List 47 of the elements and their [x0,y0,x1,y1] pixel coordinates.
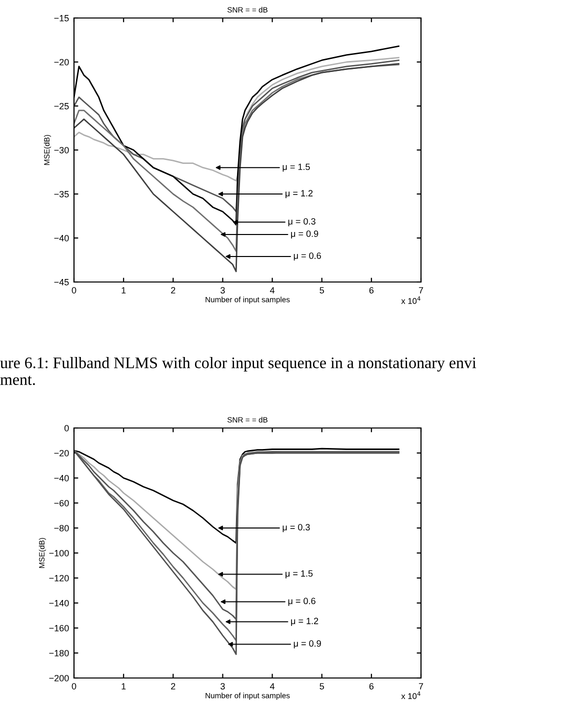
annotation: μ = 0.6 [288,598,316,606]
y-tick-label: −45 [54,279,69,286]
x-tick-label: 2 [171,287,176,294]
x-tick-label: 4 [270,287,275,294]
x-tick-label: 5 [320,683,324,690]
x-tick-label: 6 [369,287,374,294]
y-tick-label: −160 [49,624,69,632]
x-tick-label: 3 [220,287,225,294]
annotation: μ = 0.6 [294,252,321,261]
x-tick-label: 1 [122,683,126,690]
y-tick-label: −15 [54,15,69,22]
x-tick-label: 6 [369,683,374,690]
y-tick-label: −30 [54,146,69,154]
annotation: μ = 1.5 [282,164,310,172]
y-tick-label: −35 [54,190,69,198]
y-tick-label: −25 [54,102,69,110]
y-tick-label: −20 [54,450,69,456]
y-tick-label: −180 [49,650,69,656]
y-tick-label: −140 [49,600,69,606]
x-tick-label: 3 [220,683,225,690]
y-tick-label: −100 [49,550,69,556]
x-tick-label: 2 [171,683,176,690]
text: x 10$^{4}$ [401,692,420,700]
text: ure 6.1: Fullband NLMS with color input sequence in a nonstationary envi ment. [0,357,476,386]
y-tick-label: −120 [49,574,69,582]
x-tick-label: 7 [418,683,424,690]
y-tick-label: −20 [54,58,69,66]
y-tick-label: −200 [49,674,69,682]
annotation: μ = 1.5 [286,570,313,578]
annotation: μ = 0.9 [294,640,321,648]
x-tick-label: 0 [72,683,76,690]
y-tick-label: −40 [54,234,69,242]
x-tick-label: 5 [320,287,324,294]
y-tick-label: 0 [64,424,69,432]
x-tick-label: 1 [122,287,126,294]
annotation: μ = 0.3 [282,524,310,532]
annotation: μ = 0.9 [291,230,318,239]
y-tick-label: −80 [54,524,69,532]
y-tick-label: −40 [54,474,69,482]
x-tick-label: 7 [418,287,424,294]
x-tick-label: 4 [270,683,275,690]
annotation: μ = 0.3 [288,218,316,226]
annotation: μ = 1.2 [291,618,318,626]
annotation: μ = 1.2 [286,190,313,198]
text: x 10$^{4}$ [401,296,420,304]
x-tick-label: 0 [72,287,76,294]
y-tick-label: −60 [54,500,69,506]
